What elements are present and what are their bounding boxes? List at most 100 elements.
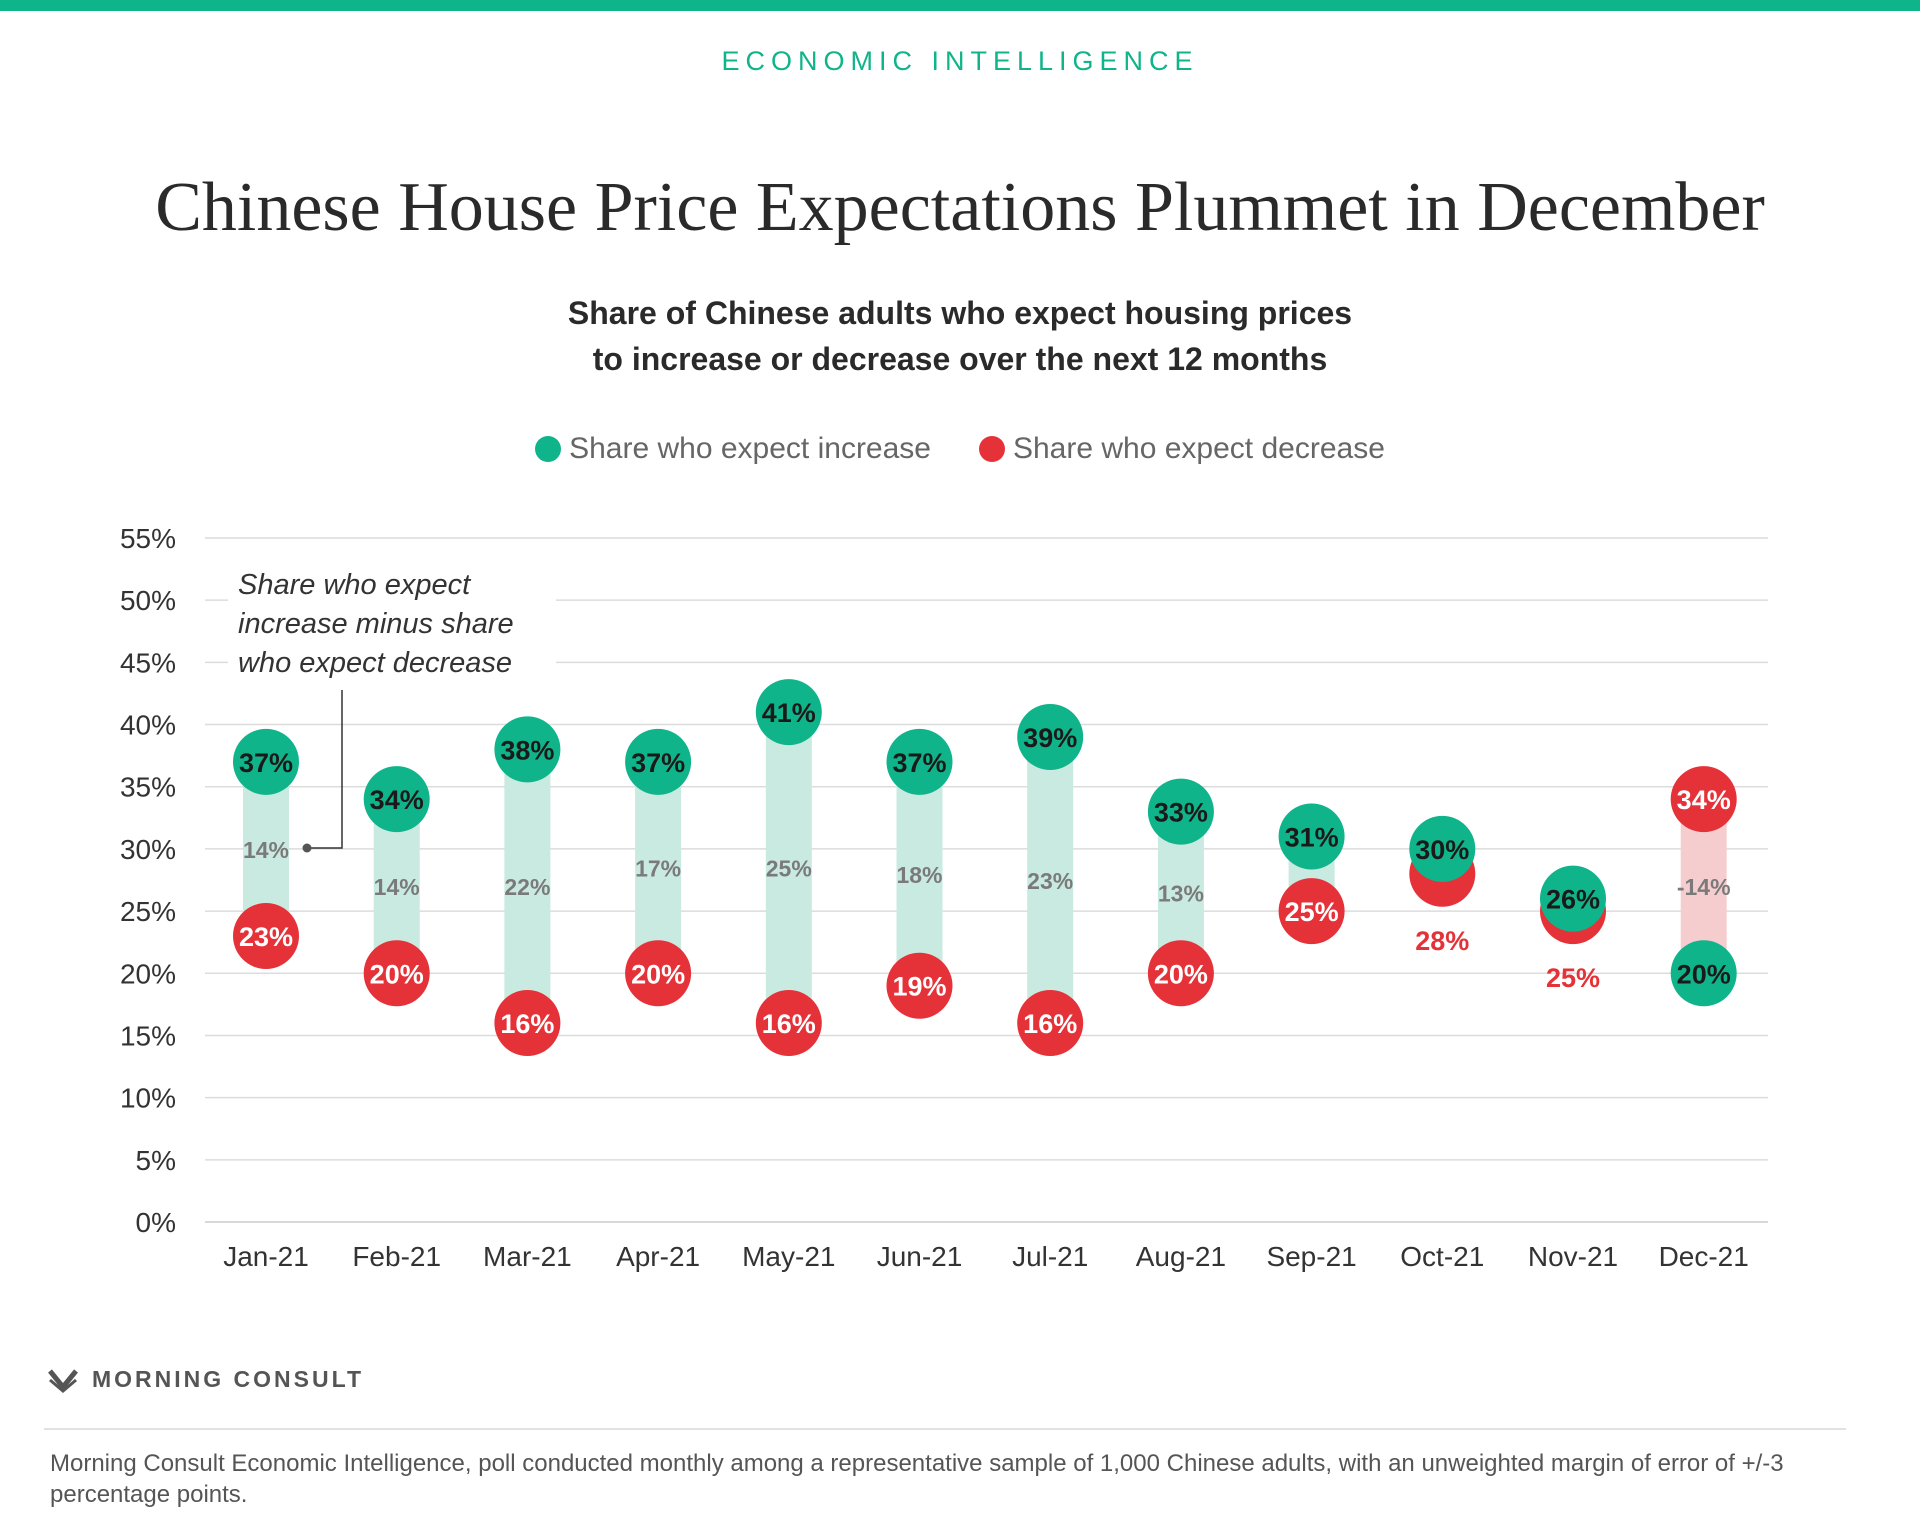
decrease-dot [233, 902, 299, 969]
difference-label: 25% [766, 856, 812, 882]
x-tick-label: Aug-21 [1136, 1241, 1226, 1272]
y-tick-label: 25% [120, 896, 176, 927]
decrease-value-label: 34% [1677, 785, 1731, 815]
footer-divider [44, 1428, 1846, 1430]
y-tick-label: 40% [120, 710, 176, 741]
increase-value-label: 37% [239, 748, 293, 778]
decrease-dot [363, 940, 430, 1007]
increase-value-label: 33% [1154, 798, 1208, 828]
kicker: ECONOMIC INTELLIGENCE [721, 46, 1199, 76]
morning-consult-mark-icon [48, 1368, 78, 1393]
legend-label-decrease: Share who expect decrease [1012, 432, 1385, 465]
logo-text: MORNING CONSULT [92, 1366, 365, 1392]
x-tick-label: Mar-21 [483, 1241, 572, 1272]
annotation-text: who expect decrease [238, 647, 512, 679]
increase-dot [625, 728, 692, 795]
legend-item-increase: Share who expect increase [535, 432, 931, 466]
decrease-value-label: 16% [500, 1009, 554, 1039]
increase-value-label: 39% [1023, 723, 1077, 753]
decrease-dot [1147, 940, 1214, 1007]
legend-dot-decrease [978, 436, 1005, 462]
range-bar [765, 712, 812, 1024]
top-accent-bar [0, 0, 1920, 11]
y-tick-label: 35% [120, 772, 176, 803]
difference-label: 17% [635, 856, 681, 882]
x-tick-label: Sep-21 [1266, 1241, 1356, 1272]
y-tick-label: 5% [136, 1145, 176, 1176]
y-tick-label: 45% [120, 647, 176, 678]
decrease-value-label: 23% [239, 922, 293, 952]
range-bar [635, 761, 682, 974]
decrease-dot [1670, 766, 1737, 833]
y-tick-label: 10% [120, 1083, 176, 1114]
annotation-pointer-dot [302, 843, 312, 853]
annotation-text: Share who expect [238, 569, 472, 601]
y-tick-label: 55% [120, 523, 176, 554]
x-tick-label: Nov-21 [1528, 1241, 1618, 1272]
difference-label: 13% [1158, 880, 1204, 906]
decrease-dot [1017, 990, 1084, 1057]
increase-value-label: 34% [370, 785, 424, 815]
x-tick-label: Feb-21 [352, 1241, 441, 1272]
difference-label: 23% [1027, 868, 1073, 894]
decrease-value-label: 25% [1546, 963, 1600, 993]
annotation-backdrop [228, 558, 556, 680]
increase-value-label: 37% [631, 748, 685, 778]
x-tick-label: May-21 [742, 1241, 835, 1272]
increase-dot [1409, 815, 1476, 882]
decrease-value-label: 20% [1154, 959, 1208, 989]
increase-value-label: 41% [762, 698, 816, 728]
decrease-value-label: 25% [1285, 897, 1339, 927]
increase-dot [233, 728, 299, 795]
y-tick-label: 50% [120, 585, 176, 616]
y-tick-label: 20% [120, 958, 176, 989]
x-tick-label: Dec-21 [1659, 1241, 1749, 1272]
increase-dot [363, 766, 430, 833]
decrease-dot [1278, 878, 1345, 945]
increase-dot [1017, 703, 1084, 770]
legend: Share who expect increase Share who expe… [0, 432, 1920, 466]
increase-dot [886, 728, 953, 795]
chart-title: Chinese House Price Expectations Plummet… [155, 169, 1765, 246]
x-tick-label: Jun-21 [877, 1241, 963, 1272]
increase-dot [494, 716, 561, 783]
increase-dot [1670, 940, 1737, 1007]
chart-subtitle: Share of Chinese adults who expect housi… [0, 290, 1920, 382]
decrease-dot [886, 952, 953, 1019]
subtitle-line-2: to increase or decrease over the next 12… [592, 341, 1328, 377]
morning-consult-logo: MORNING CONSULT [48, 1366, 364, 1393]
increase-value-label: 20% [1677, 959, 1731, 989]
subtitle-line-1: Share of Chinese adults who expect housi… [567, 295, 1353, 331]
increase-value-label: 31% [1285, 822, 1339, 852]
increase-dot [1147, 778, 1214, 845]
range-bar [504, 749, 551, 1024]
decrease-value-label: 16% [762, 1009, 816, 1039]
annotation-leader [307, 690, 343, 849]
dot-range-chart: 0% 5% 10% 15% 20% 25% 30% 35% 40% 45% 50% 55% Jan-21… [120, 523, 1768, 1272]
difference-label: 18% [896, 862, 942, 888]
decrease-dot [625, 940, 692, 1007]
legend-item-decrease: Share who expect decrease [978, 432, 1385, 466]
footnote: Morning Consult Economic Intelligence, p… [50, 1450, 1784, 1508]
decrease-value-label: 20% [631, 959, 685, 989]
difference-label: 14% [243, 837, 289, 863]
increase-value-label: 30% [1415, 835, 1469, 865]
decrease-value-label: 28% [1415, 926, 1469, 956]
x-tick-label: Jul-21 [1012, 1241, 1088, 1272]
decrease-dot [494, 990, 561, 1057]
increase-dot [1540, 865, 1606, 932]
decrease-value-label: 20% [370, 959, 424, 989]
legend-label-increase: Share who expect increase [569, 432, 931, 465]
increase-value-label: 26% [1546, 885, 1600, 915]
x-tick-label: Oct-21 [1400, 1241, 1484, 1272]
decrease-value-label: 19% [892, 972, 946, 1002]
increase-value-label: 37% [892, 748, 946, 778]
x-tick-label: Apr-21 [616, 1241, 700, 1272]
range-bar [1027, 736, 1074, 1024]
difference-label: -14% [1677, 874, 1731, 900]
x-tick-label: Jan-21 [223, 1241, 309, 1272]
decrease-value-label: 16% [1023, 1009, 1077, 1039]
range-bar [896, 761, 943, 986]
increase-dot [755, 679, 822, 746]
y-tick-label: 0% [136, 1207, 176, 1238]
